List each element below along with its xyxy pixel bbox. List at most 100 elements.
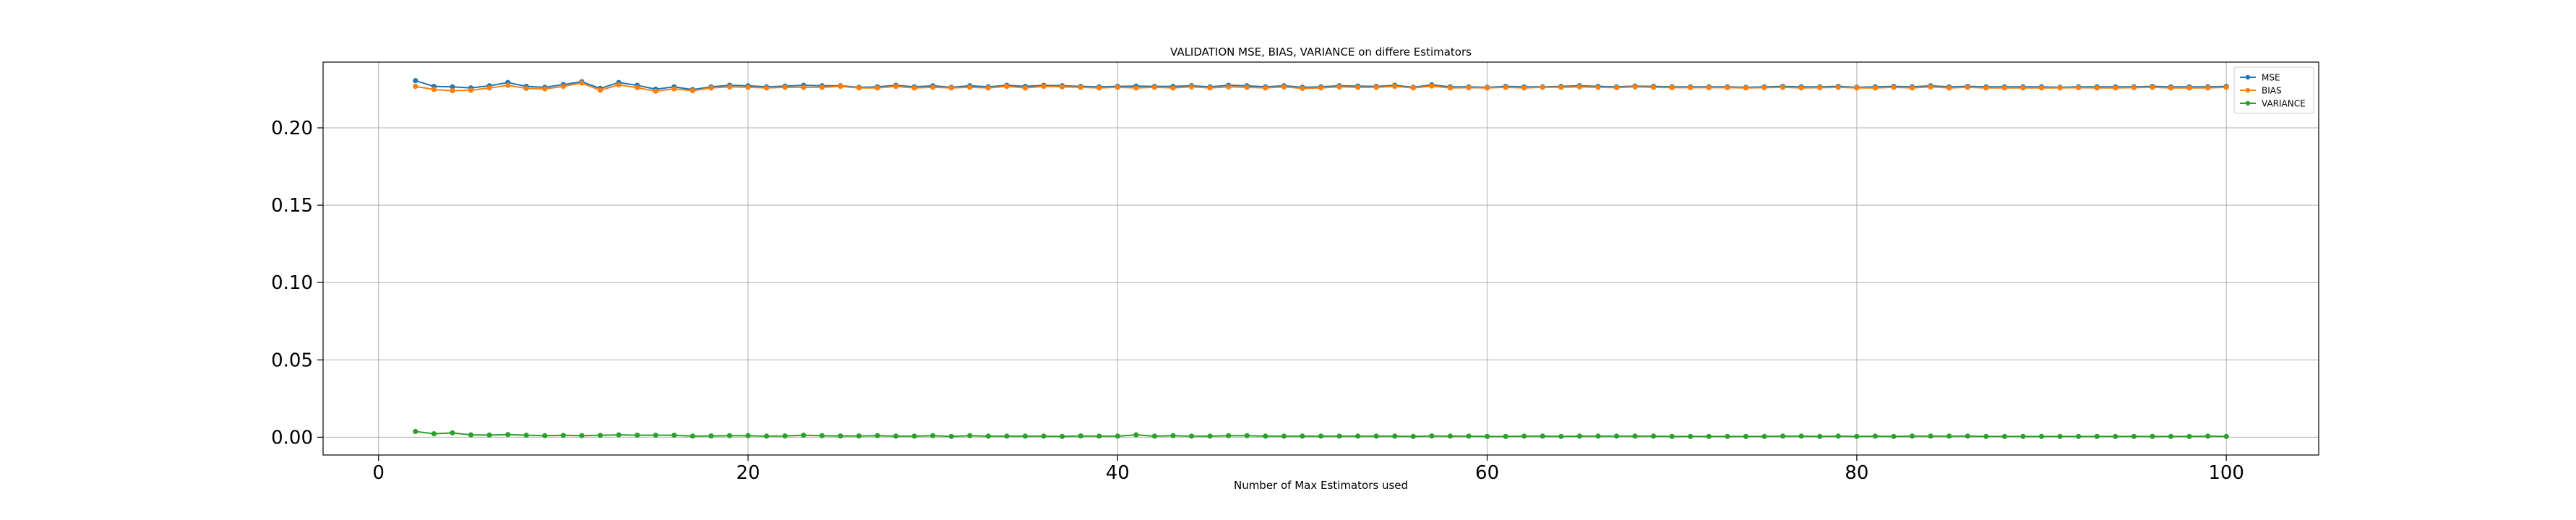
- data-point-bias: [1263, 85, 1268, 91]
- data-point-bias: [763, 85, 770, 91]
- data-point-variance: [1447, 433, 1454, 439]
- data-point-variance: [763, 433, 770, 439]
- data-point-bias: [431, 87, 437, 92]
- data-point-variance: [1115, 433, 1120, 439]
- data-point-variance: [1151, 433, 1158, 439]
- data-point-bias: [1780, 84, 1786, 90]
- data-point-bias: [1151, 84, 1158, 90]
- data-point-bias: [1613, 84, 1620, 90]
- data-point-bias: [1817, 84, 1823, 90]
- data-point-variance: [1300, 433, 1305, 439]
- y-tick-label: 0.10: [271, 272, 313, 294]
- data-point-bias: [1466, 84, 1472, 90]
- data-point-bias: [856, 85, 862, 91]
- legend-label: BIAS: [2262, 86, 2282, 96]
- x-tick-label: 80: [1845, 462, 1868, 484]
- data-point-bias: [468, 87, 474, 93]
- data-point-variance: [523, 432, 529, 438]
- data-point-bias: [1706, 84, 1712, 90]
- data-point-variance: [1540, 433, 1545, 439]
- data-point-variance: [2076, 433, 2082, 439]
- data-point-bias: [542, 86, 548, 92]
- data-point-variance: [1188, 433, 1195, 439]
- data-point-variance: [1244, 433, 1250, 438]
- data-point-variance: [1004, 433, 1010, 439]
- data-point-bias: [875, 85, 880, 91]
- data-point-bias: [1410, 85, 1416, 91]
- data-point-bias: [1392, 84, 1398, 90]
- plot-frame: [322, 61, 2319, 456]
- data-point-variance: [838, 433, 843, 439]
- data-point-bias: [2001, 85, 2007, 91]
- legend-item-bias: BIAS: [2240, 86, 2282, 96]
- y-tick-label: 0.15: [271, 195, 313, 217]
- data-point-bias: [745, 84, 751, 90]
- legend-item-variance: VARIANCE: [2240, 99, 2306, 109]
- data-point-bias: [1669, 84, 1675, 90]
- data-point-variance: [893, 433, 899, 439]
- data-point-variance: [1410, 433, 1416, 439]
- data-point-bias: [1854, 85, 1860, 91]
- data-point-variance: [1983, 433, 1989, 439]
- data-point-variance: [1263, 433, 1268, 439]
- data-point-variance: [616, 432, 622, 438]
- legend-label: MSE: [2262, 73, 2280, 83]
- data-point-bias: [1891, 84, 1897, 90]
- data-point-variance: [690, 433, 695, 439]
- data-point-bias: [1576, 84, 1583, 90]
- data-point-bias: [1133, 85, 1139, 91]
- series-variance: [413, 428, 2229, 439]
- data-point-bias: [2076, 84, 2082, 90]
- data-point-bias: [930, 84, 936, 90]
- data-point-variance: [1891, 433, 1897, 439]
- data-point-bias: [1798, 85, 1804, 91]
- data-point-variance: [1651, 433, 1657, 439]
- data-point-variance: [1854, 433, 1860, 439]
- data-point-variance: [1669, 433, 1675, 439]
- data-point-variance: [708, 433, 714, 439]
- x-tick-label: 100: [2208, 462, 2244, 484]
- data-point-bias: [1429, 83, 1435, 89]
- data-point-bias: [2113, 85, 2118, 91]
- data-point-bias: [1004, 84, 1010, 90]
- data-point-variance: [1521, 433, 1527, 439]
- data-point-bias: [1318, 85, 1324, 91]
- legend-label: VARIANCE: [2262, 99, 2306, 109]
- data-point-bias: [1281, 84, 1287, 90]
- data-point-variance: [431, 431, 437, 437]
- data-point-variance: [2131, 433, 2137, 439]
- data-point-bias: [1946, 85, 1952, 91]
- data-point-variance: [1096, 433, 1102, 439]
- data-point-variance: [856, 433, 862, 439]
- data-point-variance: [1373, 433, 1379, 439]
- data-point-variance: [875, 433, 880, 438]
- data-point-variance: [1688, 433, 1693, 439]
- data-point-variance: [967, 433, 973, 438]
- data-point-bias: [1336, 84, 1342, 90]
- data-point-variance: [1725, 433, 1730, 439]
- data-point-mse: [450, 84, 455, 90]
- data-point-variance: [1484, 433, 1490, 439]
- data-point-variance: [635, 432, 640, 438]
- data-point-bias: [911, 85, 917, 91]
- data-point-bias: [2223, 84, 2229, 90]
- y-tick-label: 0.20: [271, 118, 313, 139]
- data-point-variance: [2094, 433, 2100, 439]
- data-point-variance: [985, 433, 991, 439]
- data-point-variance: [542, 433, 548, 438]
- ticks: 0 20 40 60 80 100 0.00 0.05 0.10 0.15 0.20: [271, 118, 2244, 484]
- data-point-variance: [2057, 433, 2063, 439]
- chart-title: VALIDATION MSE, BIAS, VARIANCE on differ…: [1170, 46, 1472, 58]
- data-point-bias: [505, 82, 511, 88]
- data-point-bias: [1632, 84, 1638, 90]
- data-point-bias: [579, 80, 585, 86]
- data-point-variance: [1207, 433, 1213, 439]
- data-point-variance: [1392, 433, 1398, 439]
- data-point-variance: [1576, 433, 1583, 439]
- data-point-variance: [413, 428, 418, 435]
- data-point-bias: [1207, 85, 1213, 91]
- data-point-bias: [2186, 85, 2192, 91]
- data-point-variance: [1928, 433, 1933, 439]
